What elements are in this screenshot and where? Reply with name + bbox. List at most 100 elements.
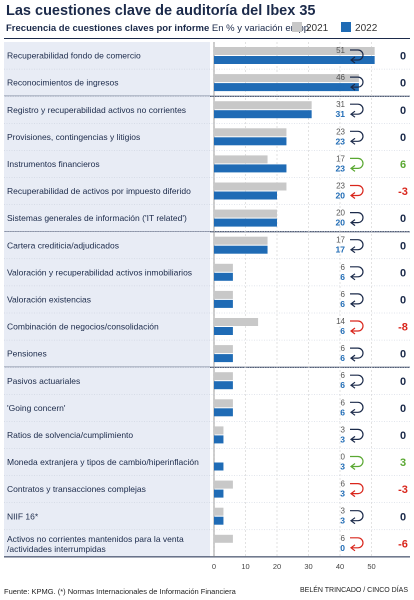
- bar-2021: [214, 155, 268, 164]
- bar-2021: [214, 534, 233, 543]
- category-label: Moneda extranjera y tipos de cambio/hipe…: [7, 457, 199, 467]
- category-label: Pensiones: [7, 349, 47, 359]
- change-value: 0: [400, 78, 406, 90]
- change-arrow-head: [350, 83, 356, 91]
- legend-swatch-2022: [341, 22, 352, 32]
- change-arrow-head: [350, 246, 356, 254]
- change-arrow-head: [350, 56, 356, 64]
- value-label-2021: 6: [341, 398, 346, 407]
- category-label-continued: /actividades interrumpidas: [7, 544, 106, 554]
- bar-2021: [214, 399, 233, 408]
- change-arrow: [350, 374, 364, 386]
- value-label-2022: 20: [336, 191, 346, 201]
- value-label-2021: 14: [336, 317, 345, 326]
- bar-2022: [214, 110, 312, 119]
- category-label: Ratios de solvencia/cumplimiento: [7, 430, 133, 440]
- x-tick-label: 20: [273, 562, 281, 571]
- source-note: Fuente: KPMG. (*) Normas Internacionales…: [4, 587, 236, 596]
- change-arrow-head: [350, 219, 356, 227]
- subtitle-rest: En % y variación en pp: [211, 23, 310, 34]
- category-label: Contratos y transacciones complejas: [7, 484, 146, 494]
- header-rule: [4, 38, 410, 39]
- change-arrow: [350, 428, 364, 440]
- bar-2022: [214, 299, 233, 308]
- value-label-2022: 3: [340, 434, 345, 444]
- x-tick-label: 40: [336, 562, 344, 571]
- change-arrow: [350, 130, 364, 142]
- value-label-2022: 6: [340, 407, 345, 417]
- group-band-3: [4, 367, 210, 557]
- x-tick-label: 10: [241, 562, 249, 571]
- change-value: 0: [400, 403, 406, 415]
- value-label-2022: 6: [340, 299, 345, 309]
- change-value: -3: [398, 186, 408, 198]
- chart-title: Las cuestiones clave de auditoría del Ib…: [6, 3, 316, 19]
- change-value: 0: [400, 132, 406, 144]
- change-arrow: [350, 483, 364, 495]
- bar-2022: [214, 381, 233, 390]
- change-value: -8: [398, 322, 408, 334]
- bar-2022: [214, 191, 277, 200]
- category-label: NIIF 16*: [7, 511, 39, 521]
- category-label: Activos no corrientes mantenidos para la…: [7, 534, 184, 544]
- category-label: Sistemas generales de información ('IT r…: [7, 213, 187, 223]
- change-value: -6: [398, 538, 408, 550]
- value-label-2022: 6: [340, 326, 345, 336]
- bar-2022: [214, 164, 287, 173]
- x-tick-label: 0: [212, 562, 216, 571]
- change-arrow: [350, 103, 364, 115]
- change-value: 0: [400, 51, 406, 63]
- value-label-2021: 51: [336, 46, 345, 55]
- bar-2021: [214, 426, 224, 435]
- bar-2022: [214, 272, 233, 281]
- value-label-2022: 6: [340, 380, 345, 390]
- change-value: 0: [400, 213, 406, 225]
- value-label-2022: 51: [336, 55, 346, 65]
- bar-2022: [214, 83, 359, 92]
- change-value: 0: [400, 349, 406, 361]
- change-arrow: [350, 320, 364, 332]
- change-value: 0: [400, 105, 406, 117]
- change-arrow-head: [350, 435, 356, 443]
- value-label-2021: 46: [336, 73, 345, 82]
- value-label-2022: 6: [340, 353, 345, 363]
- change-value: 0: [400, 294, 406, 306]
- bar-2021: [214, 236, 268, 245]
- bar-2022: [214, 354, 233, 363]
- legend-swatch-2021: [292, 22, 302, 32]
- change-arrow-head: [350, 192, 356, 199]
- credit: BELÉN TRINCADO / CINCO DÍAS: [299, 587, 408, 594]
- value-label-2021: 31: [336, 100, 345, 109]
- value-label-2022: 20: [336, 218, 346, 228]
- value-label-2022: 3: [340, 516, 345, 526]
- category-label: Recuperabilidad de activos por impuesto …: [7, 186, 191, 196]
- change-arrow: [350, 293, 364, 305]
- value-label-2022: 3: [340, 489, 345, 499]
- value-label-2021: 17: [336, 236, 345, 245]
- category-label: Recuperabilidad fondo de comercio: [7, 51, 141, 61]
- change-value: 3: [400, 457, 406, 469]
- subtitle-bold: Frecuencia de cuestiones claves por info…: [6, 23, 210, 34]
- group-band-2: [4, 231, 210, 368]
- value-label-2021: 6: [341, 371, 346, 380]
- change-arrow: [350, 184, 364, 197]
- bar-2022: [214, 489, 224, 498]
- bar-2021: [214, 345, 233, 354]
- category-label: Valoración existencias: [7, 294, 91, 304]
- change-value: 0: [400, 376, 406, 388]
- change-arrow-head: [350, 544, 356, 552]
- value-label-2022: 17: [336, 245, 346, 255]
- bar-2021: [214, 182, 287, 191]
- value-label-2021: 6: [341, 480, 346, 489]
- bar-2021: [214, 47, 375, 55]
- change-arrow: [350, 401, 364, 413]
- bar-2021: [214, 74, 359, 83]
- change-arrow-head: [350, 354, 356, 362]
- legend: 2021 2022: [292, 22, 387, 34]
- group-band-1: [4, 96, 210, 232]
- category-label: Valoración y recuperabilidad activos inm…: [7, 267, 192, 277]
- category-label: Cartera crediticia/adjudicados: [7, 240, 119, 250]
- change-arrow-head: [350, 517, 356, 525]
- bar-2022: [214, 218, 277, 227]
- bar-2021: [214, 101, 312, 110]
